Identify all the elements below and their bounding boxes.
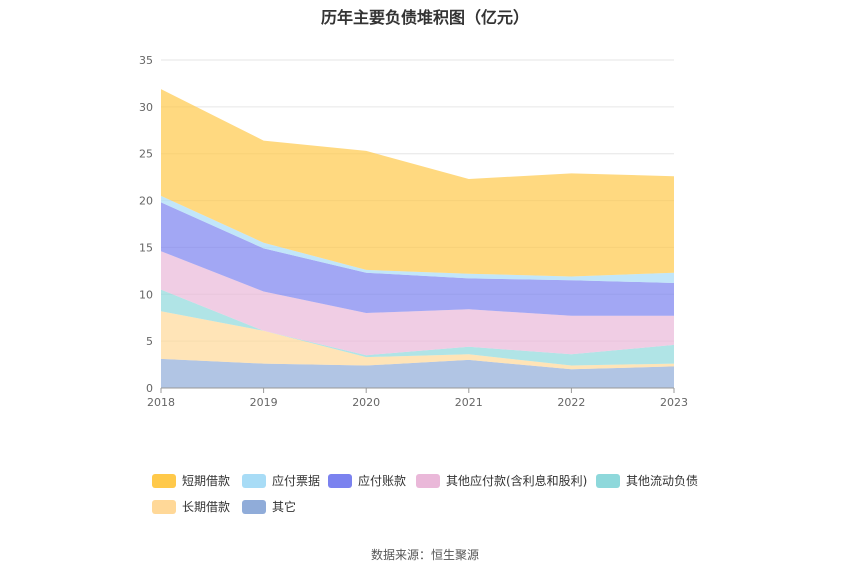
- legend-item[interactable]: 其它: [242, 498, 296, 515]
- legend-label: 应付账款: [358, 474, 407, 488]
- legend-swatch: [242, 473, 266, 488]
- area-series-4: [161, 202, 674, 316]
- x-tick-label: 2022: [557, 396, 585, 409]
- x-tick-label: 2019: [250, 396, 278, 409]
- data-source: 数据来源：恒生聚源: [370, 548, 479, 562]
- area-series-2: [161, 289, 674, 366]
- y-tick-label: 25: [139, 148, 153, 161]
- legend-item[interactable]: 其他应付款(含利息和股利): [416, 472, 587, 489]
- legend-item[interactable]: 应付账款: [328, 472, 406, 489]
- area-series-1: [161, 311, 674, 370]
- x-tick-label: 2023: [660, 396, 688, 409]
- area-series-6: [161, 89, 674, 277]
- legend-item[interactable]: 短期借款: [152, 472, 230, 489]
- legend-item[interactable]: 长期借款: [152, 498, 230, 515]
- legend-label: 其他应付款(含利息和股利): [446, 474, 588, 488]
- stacked-area-chart: 0 5 10 15 20 25 30 35 2018 2019 2020 2021 2022 2023: [139, 54, 688, 409]
- y-tick-label: 10: [139, 288, 153, 301]
- legend-label: 应付票据: [272, 474, 321, 488]
- legend-swatch: [328, 473, 352, 488]
- area-series-0: [161, 358, 674, 388]
- area-series: [161, 89, 674, 388]
- legend-label: 其他流动负债: [626, 474, 699, 488]
- legend-label: 短期借款: [182, 474, 231, 488]
- legend-swatch: [416, 473, 440, 488]
- x-tick-label: 2018: [147, 396, 175, 409]
- y-tick-label: 20: [139, 195, 153, 208]
- y-tick-label: 5: [146, 335, 153, 348]
- axes: 0 5 10 15 20 25 30 35 2018 2019 2020 2021 2022 2023: [139, 54, 688, 409]
- legend-swatch: [596, 473, 620, 488]
- legend-item[interactable]: 其他流动负债: [596, 472, 698, 489]
- x-tick-label: 2020: [352, 396, 380, 409]
- legend-swatch: [152, 473, 176, 488]
- y-tick-label: 15: [139, 241, 153, 254]
- legend-label: 其它: [272, 500, 297, 514]
- legend-swatch: [242, 499, 266, 514]
- y-tick-label: 0: [146, 382, 153, 395]
- y-tick-label: 30: [139, 101, 153, 114]
- y-tick-label: 35: [139, 54, 153, 67]
- legend-item[interactable]: 应付票据: [242, 472, 320, 489]
- legend-label: 长期借款: [182, 500, 231, 514]
- legend-swatch: [152, 499, 176, 514]
- chart-title: 历年主要负债堆积图（亿元）: [320, 8, 529, 27]
- x-tick-label: 2021: [455, 396, 483, 409]
- area-series-3: [161, 251, 674, 356]
